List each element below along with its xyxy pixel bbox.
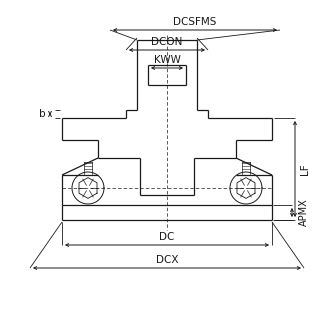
- Text: LF: LF: [300, 163, 310, 175]
- Text: KWW: KWW: [154, 55, 180, 65]
- Text: DC: DC: [159, 232, 175, 242]
- Text: b: b: [39, 109, 45, 119]
- Text: DCON: DCON: [151, 37, 183, 47]
- Text: DCX: DCX: [156, 255, 178, 265]
- Text: APMX: APMX: [299, 199, 309, 226]
- Text: DCSFMS: DCSFMS: [173, 17, 217, 27]
